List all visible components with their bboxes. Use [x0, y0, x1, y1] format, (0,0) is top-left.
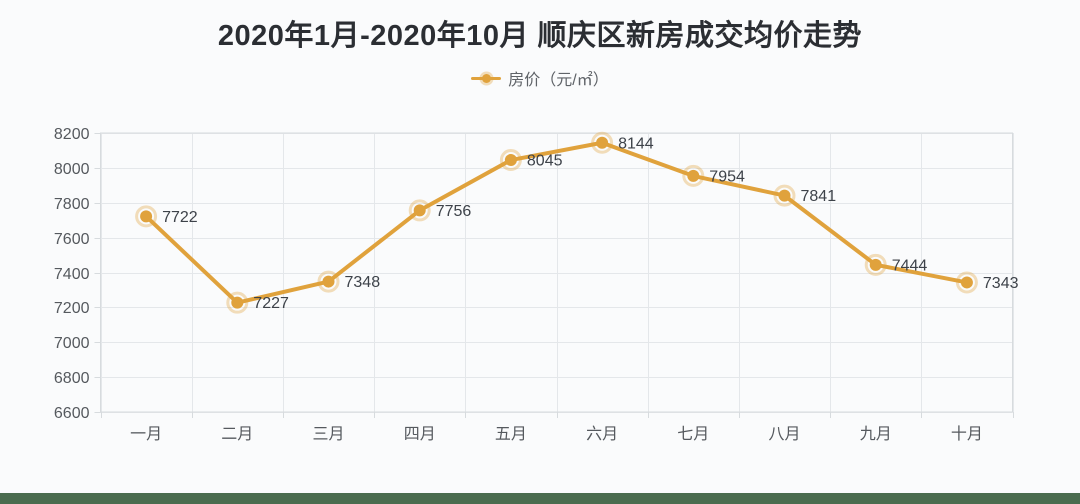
chart-title: 2020年1月-2020年10月 顺庆区新房成交均价走势: [217, 20, 863, 52]
data-point-halo: [499, 149, 522, 172]
price-trend-line-chart: 6600 6800 7000 7200 7400 7600 7800 8000 8200 一月 二月…: [54, 126, 1019, 443]
y-axis-label: 8000: [54, 161, 90, 178]
data-point-label: 7954: [709, 168, 745, 185]
data-point-marker[interactable]: [869, 258, 882, 271]
data-point-halo: [408, 199, 431, 222]
y-axis-label: 6600: [54, 405, 90, 422]
data-point-label: 7722: [162, 209, 198, 226]
legend-line-marker-icon: [471, 70, 502, 86]
data-point-marker[interactable]: [778, 189, 791, 202]
data-point-halo: [955, 271, 978, 294]
price-line-series: [144, 140, 969, 305]
x-axis-label: 六月: [586, 425, 618, 443]
y-axis-label: 7200: [54, 300, 90, 317]
legend-dot-icon: [481, 73, 491, 83]
data-point-label: 7841: [801, 188, 837, 205]
data-point-halo: [317, 270, 340, 293]
data-point-marker[interactable]: [687, 169, 700, 182]
x-axis-label: 四月: [404, 426, 436, 443]
data-point-halo: [682, 164, 705, 187]
y-axis-label: 7400: [54, 266, 90, 283]
data-point-label: 7227: [253, 295, 289, 312]
y-axis-label: 7600: [54, 231, 90, 248]
y-axis-label: 6800: [54, 370, 90, 387]
data-point-label: 8144: [618, 135, 654, 152]
data-point-halo: [135, 205, 158, 228]
data-point-marker[interactable]: [231, 296, 244, 309]
legend-item-price[interactable]: 房价（元/㎡）: [0, 66, 1080, 90]
data-point-marker[interactable]: [322, 275, 335, 288]
data-point-label: 8045: [527, 153, 563, 170]
data-point-halo: [591, 131, 614, 154]
data-point-marker[interactable]: [596, 136, 609, 149]
footer-green-bar: [0, 493, 1080, 504]
data-point-label: 7343: [983, 275, 1019, 292]
data-point-halo: [864, 253, 887, 276]
x-axis-label: 九月: [860, 425, 892, 443]
data-point-marker[interactable]: [413, 204, 426, 217]
y-axis-label: 8200: [54, 126, 90, 143]
data-point-marker[interactable]: [960, 276, 973, 289]
x-axis-label: 七月: [677, 425, 709, 443]
x-axis-label: 五月: [495, 426, 527, 443]
x-axis-label: 三月: [312, 426, 344, 443]
data-point-label: 7756: [436, 203, 472, 220]
x-axis-label: 八月: [768, 426, 800, 443]
data-point-marker[interactable]: [504, 154, 517, 167]
legend-label: 房价（元/㎡）: [508, 72, 609, 89]
data-point-halo: [773, 184, 796, 207]
data-point-halo: [226, 291, 249, 314]
x-axis-label: 十月: [951, 425, 983, 443]
data-point-label: 7444: [892, 257, 928, 274]
x-axis-label: 二月: [221, 426, 253, 443]
y-axis-label: 7000: [54, 335, 90, 352]
data-point-marker[interactable]: [140, 210, 153, 223]
x-axis-label: 一月: [130, 426, 162, 443]
data-point-label: 7348: [345, 274, 381, 291]
y-axis-label: 7800: [54, 196, 90, 213]
plot-border: [100, 132, 1013, 413]
